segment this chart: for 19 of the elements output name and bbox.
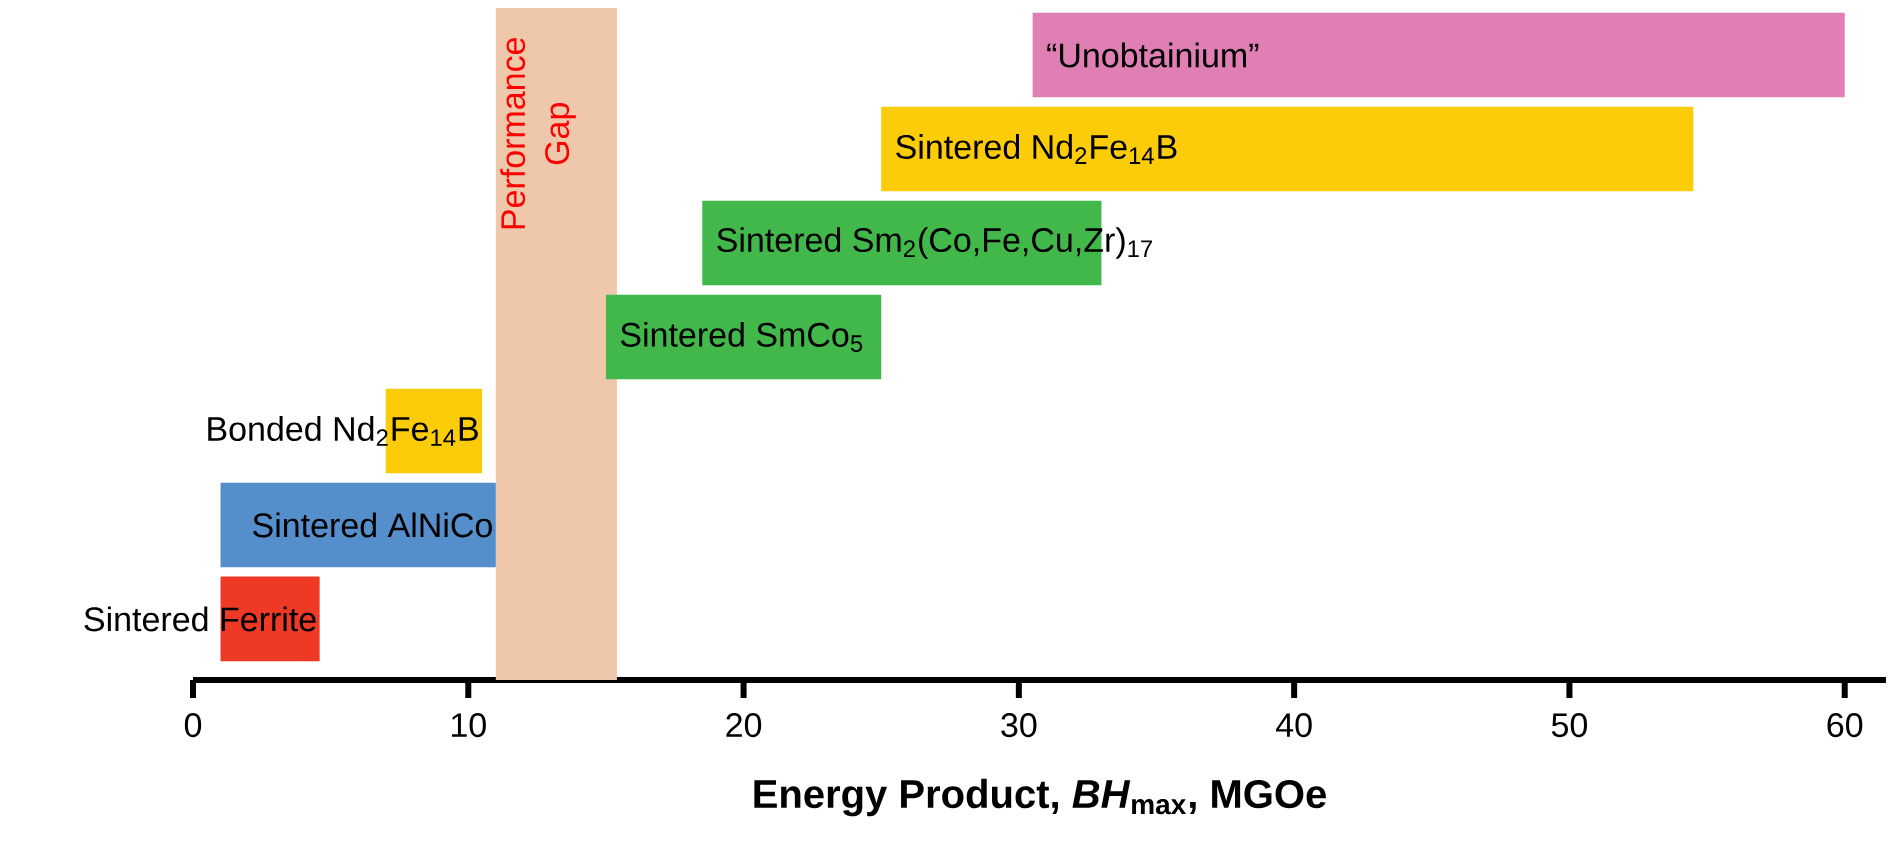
x-tick-label: 20 [726, 713, 762, 738]
x-tick-label: 60 [1827, 713, 1863, 738]
bar [605, 294, 882, 380]
y-tick-label: Sintered Nd$_{2}$Fe$_{14}$B [896, 134, 1177, 164]
x-tick-label: 40 [1276, 713, 1312, 738]
y-tick-label: Sintered SmCo$_{5}$ [620, 321, 863, 352]
x-tick-label: 50 [1551, 713, 1588, 738]
band-label: Performance Gap [500, 38, 576, 229]
x-tick-label: 30 [1001, 713, 1037, 738]
y-tick-label: Sintered AlNiCo [253, 512, 492, 538]
bar [1032, 12, 1845, 98]
x-axis-title: Energy Product, BH$_{max}$, MGOe [754, 778, 1326, 817]
y-tick-label: “Unobtainium” [1047, 42, 1259, 68]
x-tick-label: 0 [184, 713, 202, 738]
bar [881, 106, 1694, 192]
x-tick-label: 10 [451, 713, 486, 738]
bar [220, 576, 320, 662]
bar [220, 482, 496, 568]
y-tick-label: Sintered Ferrite [84, 606, 316, 632]
